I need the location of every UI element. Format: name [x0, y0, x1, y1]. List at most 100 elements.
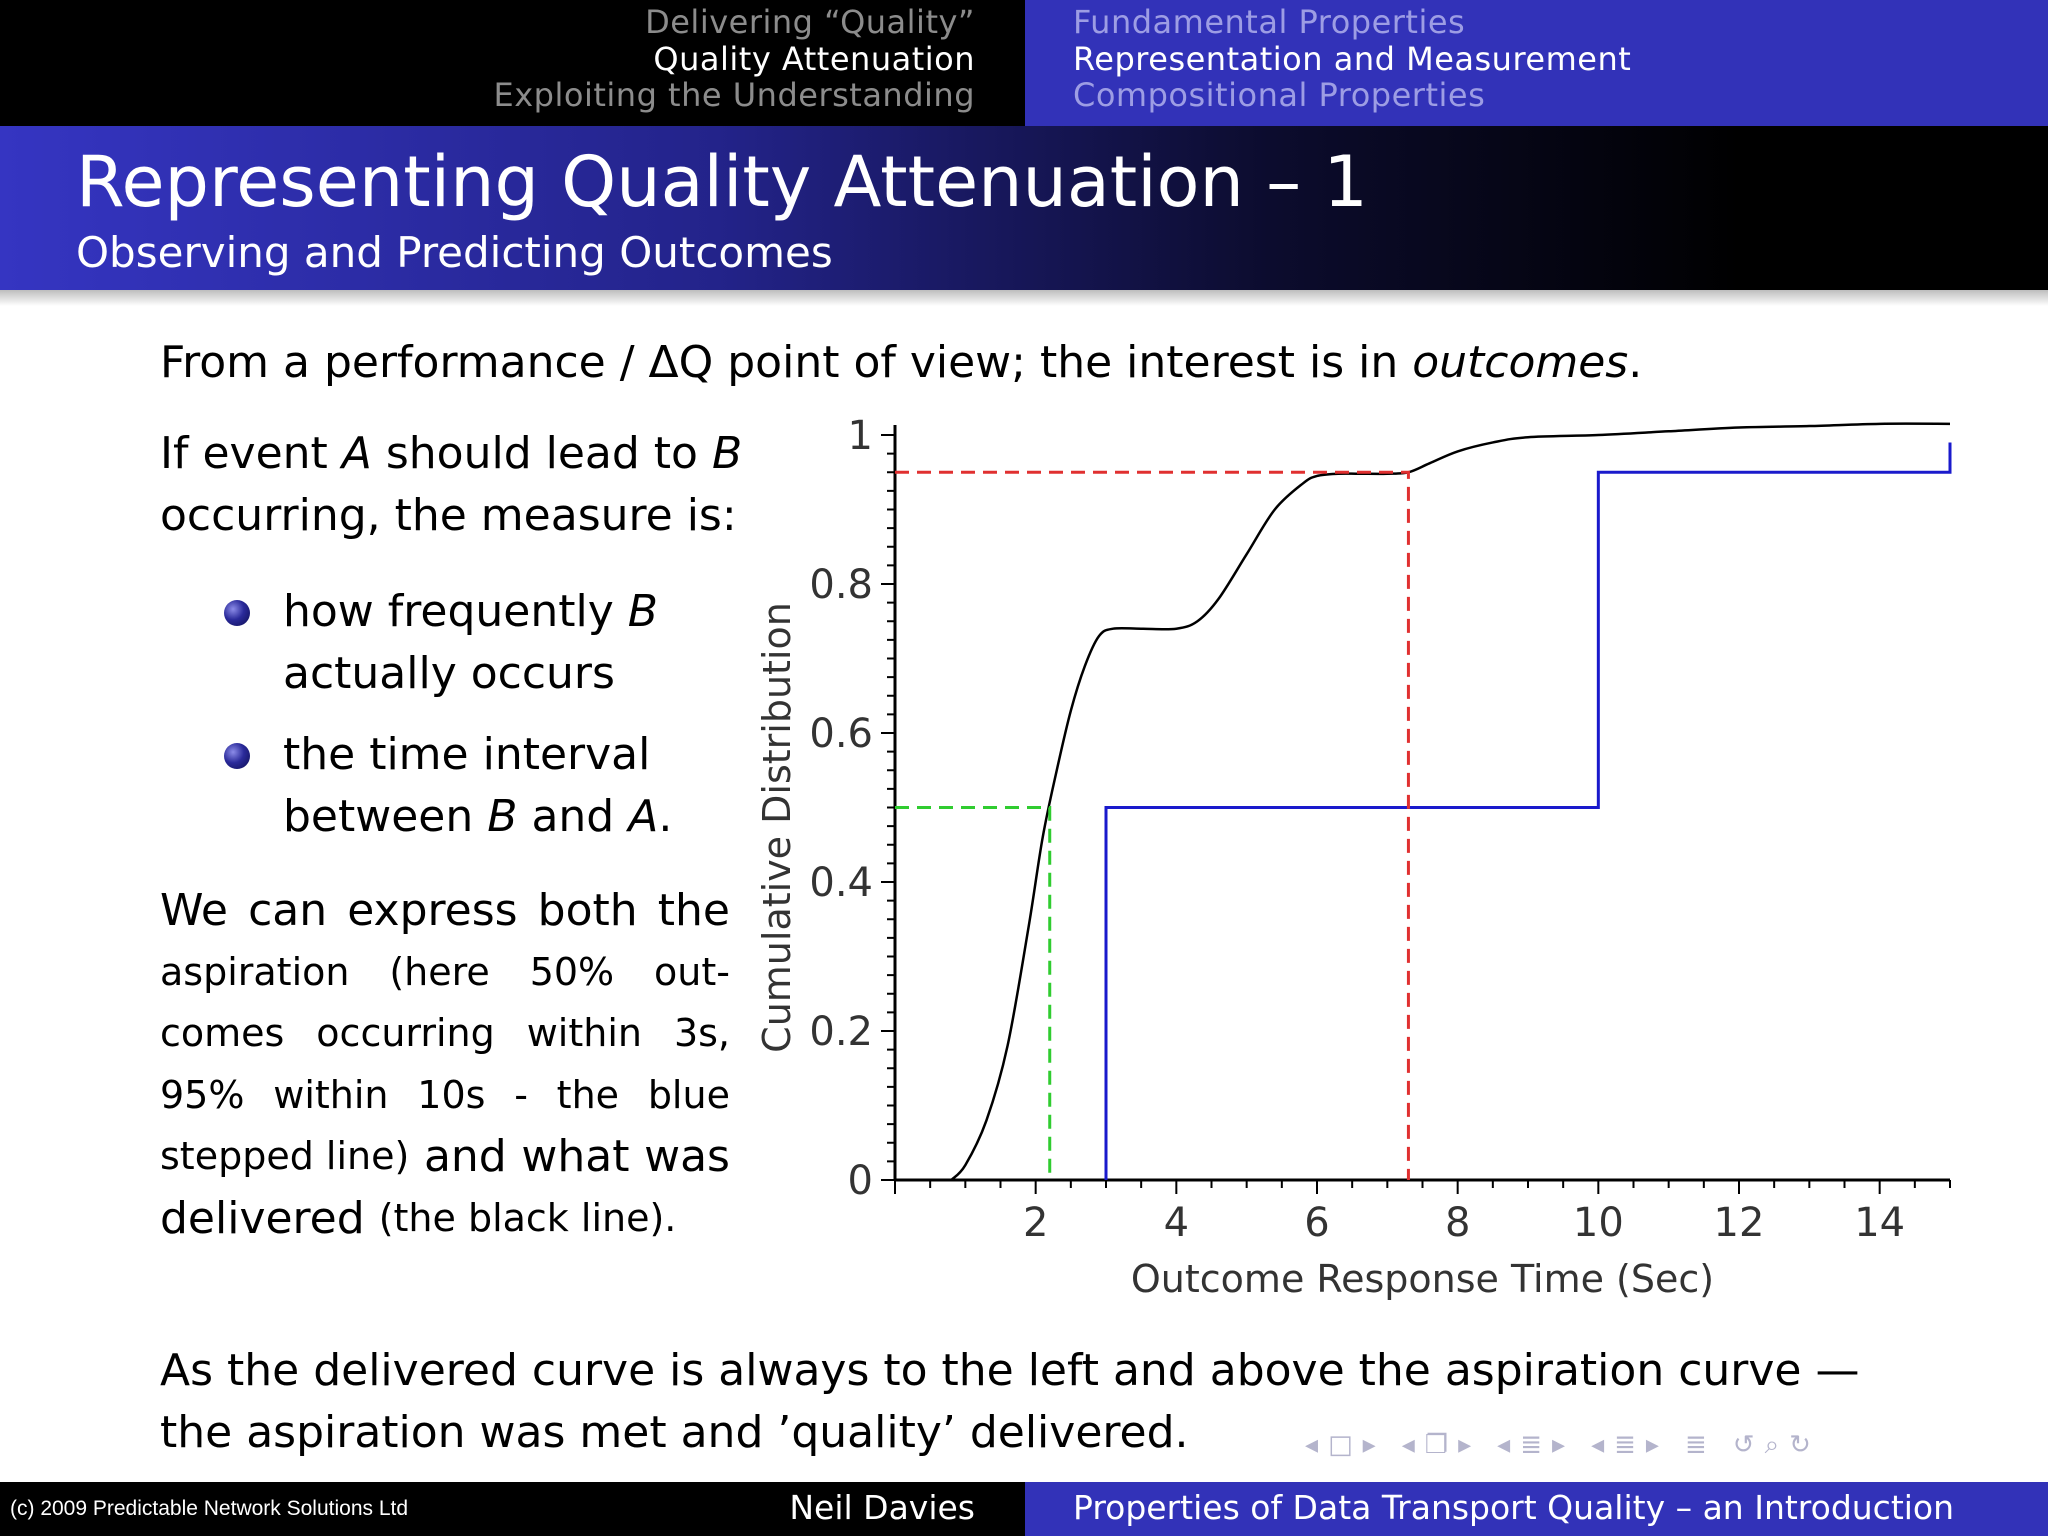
frame-title-bar: Representing Quality Attenuation – 1 Obs… — [0, 126, 2048, 290]
nav-section-delivering-quality[interactable]: Delivering “Quality” — [645, 3, 975, 41]
paragraph-word: aspiration — [160, 949, 350, 994]
nav-section-quality-attenuation[interactable]: Quality Attenuation — [653, 40, 975, 78]
bullet-text: between — [283, 791, 488, 842]
x-tick-label: 6 — [1304, 1200, 1329, 1246]
nav-symbol-icon[interactable]: ◂ — [1591, 1430, 1609, 1460]
aspiration-step-line — [1104, 442, 1952, 1180]
nav-symbol-icon[interactable]: ◂ — [1305, 1430, 1323, 1460]
y-tick-label: 0.8 — [809, 562, 873, 608]
paragraph-word: - — [514, 1072, 528, 1117]
nav-symbol-icon[interactable]: □ — [1328, 1430, 1357, 1460]
y-axis-title: Cumulative Distribution — [755, 602, 799, 1053]
paragraph-line: comes occurring within 3s, — [160, 1003, 730, 1065]
event-a: A — [341, 428, 372, 479]
cdf-chart: 2 4 6 8 10 12 14 0 0.2 0.4 0.6 0.8 1 Outcome Response… — [755, 415, 1952, 1301]
author-name: Neil Davies — [789, 1488, 975, 1527]
event-b: B — [627, 586, 658, 637]
lead-line-1: If event A should lead to B — [160, 423, 742, 485]
bullet-text: . — [658, 791, 673, 842]
bullet-icon — [224, 600, 250, 626]
lead-line-2: occurring, the measure is: — [160, 490, 737, 541]
delivered-curve — [950, 422, 1951, 1181]
nav-symbol-icon[interactable]: ▸ — [1458, 1430, 1476, 1460]
intro-emphasis: outcomes — [1412, 337, 1629, 388]
nav-subsection-compositional[interactable]: Compositional Properties — [1073, 76, 1486, 114]
bullet-text: and — [517, 791, 629, 842]
nav-symbol-icon[interactable]: ▸ — [1362, 1430, 1380, 1460]
bullet-1-line-1: how frequently B — [283, 581, 658, 643]
paragraph-line: aspiration (here 50% out- — [160, 942, 730, 1004]
paragraph-line: 95% within 10s - the blue — [160, 1065, 730, 1127]
y-tick-label: 0 — [848, 1158, 873, 1204]
conclusion-line-2: the aspiration was met and ’quality’ del… — [160, 1407, 1189, 1458]
chart-axes — [881, 425, 1951, 1194]
paragraph-word: within — [526, 1011, 642, 1055]
lead-text: should lead to — [371, 428, 712, 479]
top-navigation: Delivering “Quality” Quality Attenuation… — [0, 0, 2048, 126]
paragraph-word: delivered — [160, 1192, 365, 1244]
x-tick-label: 8 — [1445, 1200, 1470, 1246]
conclusion-line-1: As the delivered curve is always to the … — [160, 1345, 1860, 1396]
footer-right: Properties of Data Transport Quality – a… — [1025, 1482, 2048, 1536]
paragraph-word: what — [521, 1131, 630, 1182]
paragraph-word: and — [423, 1131, 507, 1182]
paragraph-word: express — [347, 885, 518, 936]
y-tick-label: 1 — [848, 415, 873, 459]
paragraph-word: can — [248, 885, 328, 936]
copyright-notice: (c) 2009 Predictable Network Solutions L… — [10, 1497, 409, 1520]
nav-symbol-icon[interactable]: ❐ — [1424, 1430, 1453, 1460]
bullet-2-line-1: the time interval — [283, 729, 651, 780]
nav-subsection-fundamental[interactable]: Fundamental Properties — [1073, 3, 1466, 41]
lead-text: If event — [160, 428, 342, 479]
paragraph-word: 50% — [529, 949, 615, 994]
intro-prefix: From a performance / ΔQ point of view; t… — [160, 337, 1413, 388]
paragraph-word: (here — [389, 949, 490, 994]
explanation-paragraph: We can express both the aspiration (here 50% out… — [160, 880, 730, 1249]
bullet-1-line-2: actually occurs — [283, 648, 615, 699]
nav-section-exploiting[interactable]: Exploiting the Understanding — [493, 76, 975, 114]
nav-symbol-icon[interactable]: ↻ — [1789, 1430, 1815, 1460]
footer-left: (c) 2009 Predictable Network Solutions L… — [0, 1482, 1025, 1536]
footer: (c) 2009 Predictable Network Solutions L… — [0, 1482, 2048, 1536]
nav-symbol-icon[interactable]: ⌕ — [1764, 1430, 1784, 1460]
nav-symbol-icon[interactable]: ◂ — [1401, 1430, 1419, 1460]
paragraph-word: comes — [160, 1011, 285, 1055]
x-tick-label: 14 — [1854, 1200, 1905, 1246]
paragraph-word: stepped line) — [160, 1134, 410, 1178]
event-b: B — [487, 791, 518, 842]
paragraph-word: out- — [654, 949, 730, 994]
paragraph-line: delivered (the black line). — [160, 1188, 730, 1250]
paragraph-word: (the black line). — [378, 1195, 677, 1240]
paragraph-word: 10s — [417, 1072, 486, 1117]
nav-symbol-icon[interactable]: ≣ — [1684, 1430, 1711, 1460]
chart-series — [895, 422, 1952, 1181]
nav-symbol-icon[interactable]: ≣ — [1520, 1430, 1546, 1460]
paragraph-word: the — [556, 1072, 620, 1117]
event-b: B — [711, 428, 743, 479]
nav-symbol-icon[interactable]: ≣ — [1614, 1430, 1640, 1460]
beamer-navigation-symbols: ◂ □ ▸ ◂ ❐ ▸ ◂ ≣ ▸ ◂ ≣ ▸ ≣ ↺ ⌕ ↻ — [1305, 1430, 1821, 1470]
paragraph-word: 95% — [160, 1072, 245, 1117]
paragraph-word: both — [537, 885, 638, 936]
nav-symbol-icon[interactable]: ▸ — [1552, 1430, 1570, 1460]
talk-title: Properties of Data Transport Quality – a… — [1073, 1488, 1955, 1527]
nav-subsection-representation[interactable]: Representation and Measurement — [1073, 40, 1632, 78]
frame-subtitle: Observing and Predicting Outcomes — [76, 228, 833, 277]
paragraph-word: the — [657, 885, 730, 936]
paragraph-line: stepped line) and what was — [160, 1126, 730, 1188]
paragraph-word: occurring — [316, 1011, 495, 1055]
nav-symbol-icon[interactable]: ↺ — [1732, 1430, 1759, 1460]
percentile-50-marker — [895, 806, 1052, 1180]
intro-suffix: . — [1628, 337, 1643, 388]
percentile-95-marker — [895, 470, 1410, 1180]
paragraph-word: 3s, — [673, 1011, 730, 1055]
nav-symbol-icon[interactable]: ◂ — [1497, 1430, 1515, 1460]
nav-symbol-icon[interactable]: ▸ — [1645, 1430, 1663, 1460]
x-tick-label: 2 — [1023, 1200, 1048, 1246]
paragraph-word: We — [160, 885, 228, 936]
paragraph-line: We can express both the — [160, 880, 730, 942]
frame-title: Representing Quality Attenuation – 1 — [76, 141, 1368, 223]
y-tick-label: 0.4 — [809, 860, 873, 906]
intro-text: From a performance / ΔQ point of view; t… — [160, 332, 1642, 394]
y-tick-label: 0.6 — [809, 711, 873, 757]
